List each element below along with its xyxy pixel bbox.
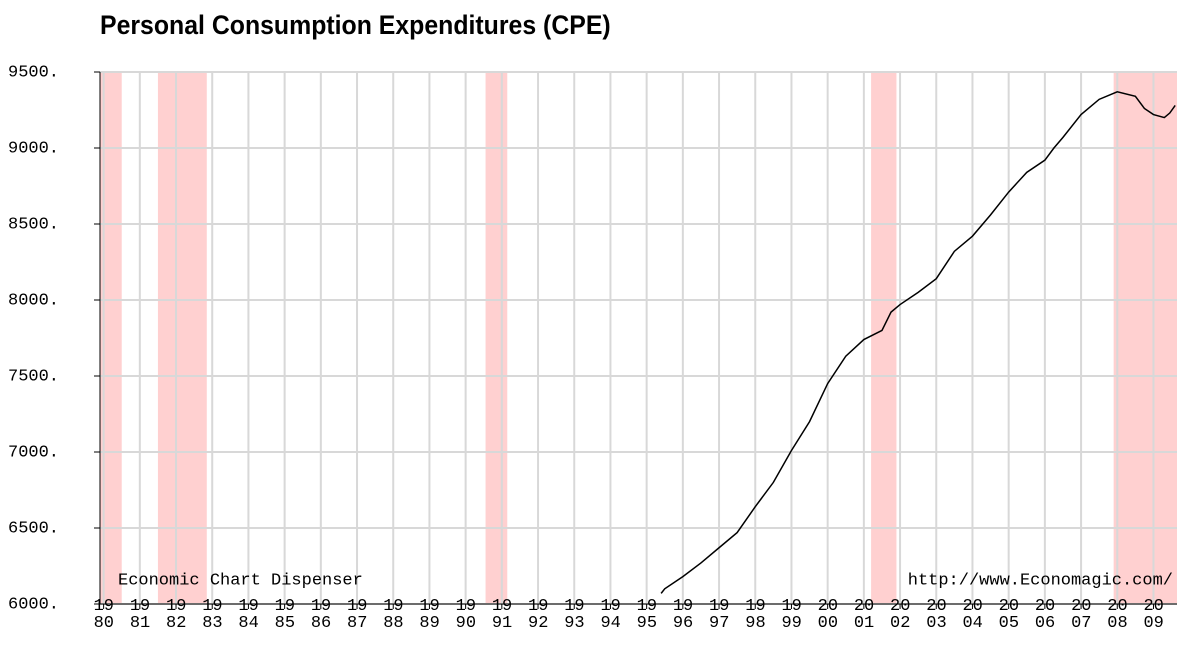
chart-title: Personal Consumption Expenditures (CPE) (100, 10, 611, 40)
x-tick-label: 1990 (455, 597, 477, 633)
x-tick-label: 2006 (1034, 597, 1056, 633)
y-tick-label: 7500. (8, 367, 59, 386)
x-tick-label: 1987 (347, 597, 368, 633)
x-tick-label: 2007 (1071, 597, 1092, 633)
x-tick-label: 1982 (166, 597, 187, 633)
x-tick-label: 2004 (962, 597, 983, 633)
recession-band (100, 72, 122, 604)
y-tick-label: 9500. (8, 63, 59, 82)
recession-band (157, 72, 207, 604)
x-tick-label: 1983 (202, 597, 223, 633)
recession-band (1113, 72, 1177, 604)
x-tick-label: 1999 (781, 597, 802, 633)
x-tick-label: 1980 (93, 597, 115, 633)
y-tick-label: 7000. (8, 443, 59, 462)
x-tick-label: 1995 (636, 597, 658, 633)
x-tick-label: 1988 (383, 597, 404, 633)
x-tick-label: 1993 (564, 597, 585, 633)
annotation: http://www.Economagic.com/ (908, 571, 1173, 590)
y-tick-label: 8000. (8, 291, 59, 310)
y-tick-label: 6500. (8, 519, 59, 538)
x-tick-label: 2003 (926, 597, 947, 633)
x-tick-label: 1986 (310, 597, 332, 633)
x-tick-label: 1994 (600, 597, 621, 633)
x-tick-label: 1997 (709, 597, 730, 633)
x-tick-label: 2000 (817, 597, 839, 633)
y-tick-label: 9000. (8, 139, 59, 158)
x-tick-label: 1984 (238, 597, 259, 633)
recession-band (871, 72, 897, 604)
y-tick-label: 6000. (8, 595, 59, 614)
data-line (660, 90, 1176, 594)
x-tick-label: 2005 (998, 597, 1020, 633)
x-tick-label: 2002 (890, 597, 911, 633)
x-tick-label: 1989 (419, 597, 440, 633)
recession-band (485, 72, 508, 604)
x-tick-label: 1992 (528, 597, 549, 633)
x-tick-label: 2001 (853, 597, 875, 633)
x-tick-label: 1991 (491, 597, 513, 633)
y-tick-label: 8500. (8, 215, 59, 234)
x-tick-label: 1996 (672, 597, 694, 633)
x-tick-label: 2008 (1107, 597, 1128, 633)
x-tick-label: 1981 (129, 597, 151, 633)
x-tick-label: 1985 (274, 597, 296, 633)
annotation: Economic Chart Dispenser (118, 571, 363, 590)
x-tick-label: 1998 (745, 597, 766, 633)
x-tick-label: 2009 (1143, 597, 1164, 633)
